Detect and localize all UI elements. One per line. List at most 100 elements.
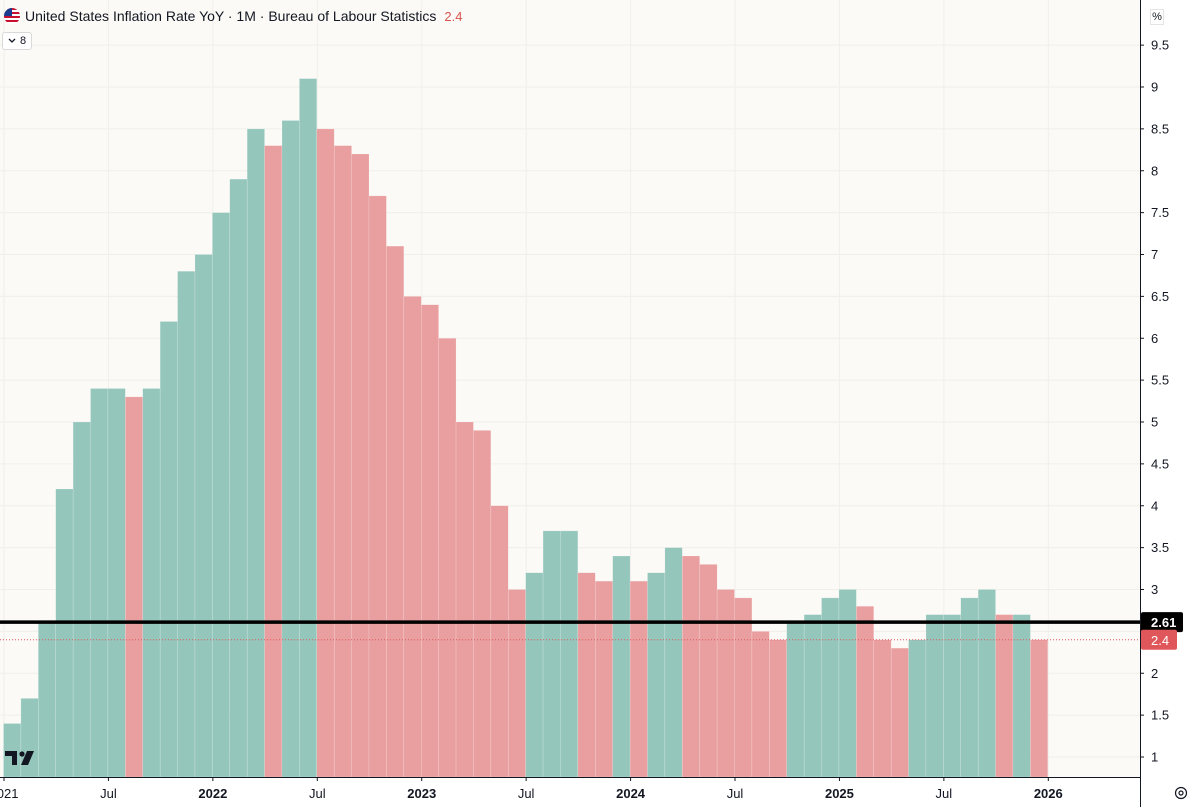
y-tick-label: 5.5 [1151, 373, 1169, 388]
bar [734, 597, 753, 778]
x-tick-label: 2025 [825, 786, 854, 801]
y-tick-label: 6 [1151, 331, 1158, 346]
bar [246, 128, 265, 778]
bar [212, 212, 231, 778]
x-tick-label: Jul [309, 786, 326, 801]
bar [873, 639, 892, 778]
x-tick-label: Jul [936, 786, 953, 801]
bar [455, 421, 474, 778]
bar [647, 572, 666, 778]
bar [177, 271, 196, 778]
y-tick-label: 4 [1151, 498, 1158, 513]
bar [682, 555, 700, 778]
bar [629, 580, 648, 778]
chart-legend: United States Inflation Rate YoY · 1M · … [0, 5, 463, 27]
y-tick-label: 9.5 [1151, 38, 1169, 53]
bar [351, 153, 370, 778]
last-value: 2.4 [444, 8, 463, 24]
bar [107, 388, 126, 778]
price-scale [1140, 0, 1200, 807]
y-tick-label: 7.5 [1151, 205, 1169, 220]
bar [368, 195, 387, 778]
y-tick-label: 3.5 [1151, 540, 1169, 555]
bar [38, 622, 56, 778]
x-tick-label: 2024 [616, 786, 646, 801]
bar [612, 555, 631, 778]
bar [159, 321, 178, 778]
chevron-down-icon [8, 38, 16, 43]
last-value-label: 2.4 [1151, 633, 1169, 648]
bar [72, 421, 91, 778]
bar [490, 505, 509, 778]
bar [386, 245, 405, 778]
bar [838, 589, 857, 778]
bar [856, 606, 874, 778]
bar [473, 430, 492, 778]
y-tick-label: 8.5 [1151, 121, 1169, 136]
bar [194, 254, 213, 778]
last-value-label-bg [1141, 629, 1177, 650]
bar [438, 338, 457, 778]
settings-icon[interactable] [1173, 785, 1189, 801]
bar [560, 530, 579, 778]
bar [977, 589, 996, 778]
bar [890, 647, 909, 778]
x-tick-label: 2023 [407, 786, 436, 801]
bar [960, 597, 979, 778]
x-tick-label: 2022 [198, 786, 227, 801]
bar [525, 572, 544, 778]
bar [507, 589, 526, 778]
bar [299, 78, 318, 778]
bar [542, 530, 561, 778]
symbol-title[interactable]: United States Inflation Rate YoY · 1M · … [25, 8, 437, 24]
bar [264, 145, 283, 778]
bar [803, 614, 822, 778]
indicator-count: 8 [20, 35, 27, 47]
bar [229, 178, 248, 778]
bar [333, 145, 352, 778]
bar [821, 597, 840, 778]
y-tick-label: 1 [1151, 750, 1158, 765]
price-scale-unit[interactable]: % [1150, 9, 1164, 25]
y-tick-label: 5 [1151, 415, 1158, 430]
y-tick-label: 2 [1151, 666, 1158, 681]
us-flag-icon [4, 8, 20, 24]
y-tick-label: 4.5 [1151, 456, 1169, 471]
bar [664, 547, 683, 778]
x-tick-label: Jul [100, 786, 117, 801]
bar [577, 572, 596, 778]
y-tick-label: 7 [1151, 247, 1158, 262]
bar [281, 120, 300, 778]
bar [595, 580, 613, 778]
tradingview-logo-icon[interactable] [3, 747, 37, 769]
x-tick-label: 2026 [1034, 786, 1063, 801]
y-tick-label: 6.5 [1151, 289, 1169, 304]
y-tick-label: 9 [1151, 80, 1158, 95]
bar [769, 639, 787, 778]
bar [751, 631, 770, 778]
bar [786, 622, 805, 778]
y-tick-label: 3 [1151, 582, 1158, 597]
bar [1012, 614, 1031, 778]
bar [908, 639, 927, 778]
y-tick-label: 8 [1151, 163, 1158, 178]
bar [699, 564, 718, 778]
time-scale [0, 777, 1140, 807]
reference-label-bg [1141, 612, 1183, 633]
bar [943, 614, 962, 778]
bar [55, 488, 74, 778]
bar [316, 128, 335, 778]
collapse-indicators-button[interactable]: 8 [2, 32, 33, 50]
bar [1030, 639, 1049, 778]
x-tick-label: 2021 [0, 786, 18, 801]
bar [90, 388, 109, 778]
bar [142, 388, 161, 778]
reference-line-label: 2.61 [1151, 615, 1176, 630]
y-tick-label: 1.5 [1151, 708, 1169, 723]
x-tick-label: Jul [727, 786, 744, 801]
bar [125, 396, 143, 778]
bar [995, 614, 1014, 778]
bar [925, 614, 944, 778]
